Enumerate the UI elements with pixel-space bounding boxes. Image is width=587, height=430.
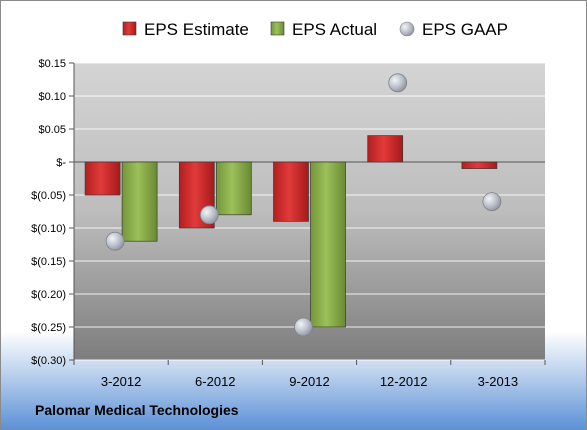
- point-eps-gaap: [482, 192, 502, 212]
- bar-eps-actual: [215, 161, 252, 216]
- legend-eps-estimate-label: EPS Estimate: [144, 20, 249, 39]
- legend-eps-actual-swatch: [270, 21, 285, 36]
- point-eps-gaap: [199, 205, 219, 225]
- y-tick-label: $(0.30): [31, 355, 66, 367]
- bar-eps-estimate: [367, 135, 404, 163]
- y-tick-label: $(0.05): [31, 190, 66, 202]
- y-tick-label: $(0.15): [31, 256, 66, 268]
- bar-eps-estimate: [461, 161, 498, 169]
- y-tick-label: $0.15: [38, 58, 66, 70]
- point-eps-gaap: [105, 231, 125, 251]
- y-axis-ticks: $0.15 $0.10 $0.05 $- $(0.05) $(0.10) $(0.15) $(…: [31, 58, 75, 367]
- y-tick-label: $(0.20): [31, 289, 66, 301]
- company-name: Palomar Medical Technologies: [35, 402, 239, 418]
- y-tick-label: $0.10: [38, 91, 66, 103]
- point-eps-gaap: [388, 73, 408, 93]
- legend-eps-estimate-swatch: [122, 21, 137, 36]
- x-tick-label: 12-2012: [380, 374, 428, 389]
- legend: EPS Estimate EPS Actual EPS GAAP: [122, 20, 508, 39]
- x-tick-label: 9-2012: [289, 374, 329, 389]
- y-tick-label: $(0.25): [31, 322, 66, 334]
- y-tick-label: $0.05: [38, 124, 66, 136]
- y-tick-label: $-: [56, 157, 66, 169]
- bar-eps-actual: [121, 161, 158, 242]
- bar-eps-actual: [310, 161, 346, 328]
- x-tick-label: 3-2012: [101, 374, 141, 389]
- bars: [84, 135, 498, 328]
- x-tick-label: 3-2013: [478, 374, 518, 389]
- legend-eps-gaap-label: EPS GAAP: [422, 20, 508, 39]
- legend-eps-actual-label: EPS Actual: [292, 20, 377, 39]
- bar-eps-estimate: [273, 161, 309, 222]
- legend-eps-gaap-swatch: [399, 21, 415, 37]
- x-tick-label: 6-2012: [195, 374, 235, 389]
- y-tick-label: $(0.10): [31, 223, 66, 235]
- point-eps-gaap: [294, 317, 313, 337]
- bar-eps-estimate: [84, 161, 121, 196]
- x-axis-labels: 3-2012 6-2012 9-2012 12-2012 3-2013: [73, 360, 546, 389]
- gaap-points: [105, 73, 502, 337]
